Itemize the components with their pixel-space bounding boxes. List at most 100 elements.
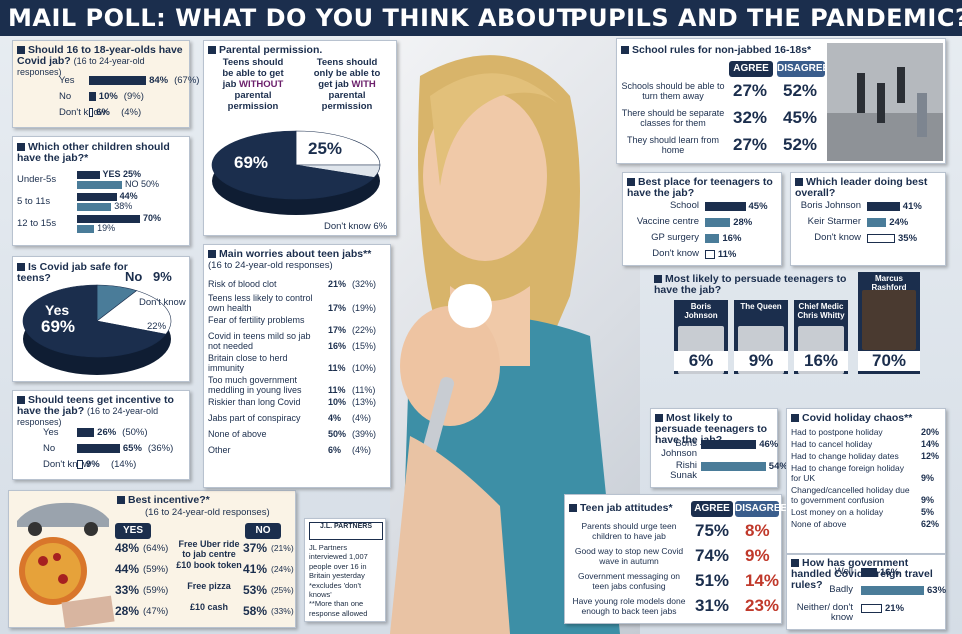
worries-sub: (16 to 24-year-old responses)	[208, 260, 333, 271]
permission-line: Teens should	[316, 57, 378, 68]
q16-title: Should 16 to 18-year-olds have Covid jab…	[17, 44, 183, 67]
car-pizza-money-icon	[17, 502, 115, 629]
previous-value: (9%)	[123, 91, 144, 102]
permission-line: permission	[321, 101, 373, 112]
worry-label: Teens less likely to control own health	[208, 293, 313, 313]
incentive-label: £10 cash	[189, 602, 229, 612]
panel-title: School rules for non-jabbed 16-18s*	[621, 45, 811, 56]
bar-mark	[867, 218, 887, 227]
no-value: NO 50%	[125, 179, 160, 189]
panel-holiday-chaos: Covid holiday chaos** Had to postpone ho…	[786, 408, 946, 554]
holiday-value: 9%	[921, 495, 935, 505]
person-photo	[862, 290, 916, 350]
agree-value: 32%	[733, 108, 768, 127]
worry-value: 16%	[328, 341, 347, 351]
safe-dk-label: Don't know	[139, 297, 186, 308]
yes-previous: (47%)	[143, 606, 169, 617]
bar-value: 16%	[880, 567, 900, 578]
bar-mark	[77, 444, 120, 453]
panel-title: Best place for teenagers to have the jab…	[627, 177, 781, 199]
bar-mark	[705, 250, 715, 259]
person-pct: 16%	[794, 351, 848, 371]
bar-value: 45%	[748, 201, 768, 212]
holiday-value: 62%	[921, 519, 940, 529]
safe-no-label: No	[125, 269, 143, 284]
yes-previous: (59%)	[143, 585, 169, 596]
yes-value: 44%	[119, 191, 138, 201]
place-title: Best place for teenagers to have the jab…	[627, 176, 773, 199]
worry-previous: (22%)	[352, 325, 377, 335]
methodology-line: people over 16 in	[309, 561, 367, 571]
worry-value: 11%	[328, 385, 346, 395]
row-label: Badly	[829, 584, 853, 595]
row-label: 5 to 11s	[17, 196, 51, 207]
person-card: The Queen 9%	[734, 300, 788, 374]
row-label: Vaccine centre	[636, 216, 699, 227]
row-label: GP surgery	[651, 232, 699, 243]
holiday-value: 9%	[921, 473, 935, 483]
panel-persuade-sunak: Most likely to persuade teenagers to hav…	[650, 408, 788, 488]
holiday-label: None of above	[791, 519, 847, 529]
pie-slice	[22, 284, 167, 358]
yes-previous: (64%)	[143, 543, 169, 554]
yes-value: YES 25%	[102, 169, 142, 179]
row-label: Neither/ don't know	[796, 602, 853, 623]
agree-header: AGREE	[691, 501, 733, 517]
person-card: Marcus Rashford 70%	[858, 272, 920, 374]
row-label: Don't know	[59, 107, 106, 118]
safe-pie-chart	[22, 284, 172, 375]
agree-value: 75%	[695, 521, 730, 540]
methodology-line: *excludes 'don't knows'	[309, 580, 362, 600]
title-left: MAIL POLL: WHAT DO YOU THINK ABOUT	[8, 4, 574, 32]
safe-yes-pct: 69%	[41, 317, 76, 336]
panel-title: Should 16 to 18-year-olds have Covid jab…	[17, 45, 189, 78]
row-label: Yes	[59, 75, 75, 86]
no-header: NO	[245, 523, 281, 539]
safe-yes-label: Yes	[45, 302, 70, 318]
agree-value: 27%	[733, 81, 768, 100]
person-pct: 6%	[674, 351, 728, 371]
row-label: Boris Johnson	[661, 438, 697, 459]
worry-previous: (4%)	[352, 445, 372, 455]
panel-title: Most likely to persuade teenagers to hav…	[655, 413, 777, 446]
worry-previous: (39%)	[352, 429, 377, 439]
pie-slice	[211, 130, 375, 200]
attitude-label: Government messaging on teen jabs confus…	[577, 571, 681, 591]
worry-value: 17%	[328, 303, 347, 313]
title-bar: MAIL POLL: WHAT DO YOU THINK ABOUT PUPIL…	[0, 0, 962, 36]
permission-line: jab	[222, 79, 240, 90]
no-bar	[77, 225, 95, 233]
disagree-value: 52%	[783, 135, 818, 154]
worry-label: Covid in teens mild so jab not needed	[208, 331, 311, 351]
permission-line: Teens should	[222, 57, 284, 68]
row-label: School	[669, 200, 699, 211]
bar-value: 46%	[759, 439, 779, 450]
agree-value: 51%	[695, 571, 730, 590]
yes-bar	[77, 171, 100, 179]
methodology-text: JL Partners interviewed 1,007 people over …	[309, 543, 385, 618]
worry-previous: (11%)	[352, 385, 376, 395]
row-label: Don't know	[43, 459, 90, 470]
bar-mark	[89, 76, 147, 85]
safe-dk-pct: 22%	[147, 321, 167, 332]
no-value: 38%	[114, 201, 133, 211]
bar-value: 28%	[733, 217, 753, 228]
pct-without: 69%	[234, 153, 269, 172]
panel-persuade-people: Most likely to persuade teenagers to hav…	[650, 272, 946, 402]
pie-slice	[295, 130, 381, 166]
methodology-line: **More than one	[309, 599, 364, 609]
worry-previous: (15%)	[352, 341, 377, 351]
holiday-label: Had to postpone holiday	[791, 427, 883, 437]
row-label: Don't know	[814, 232, 861, 243]
safe-no-pct: 9%	[153, 269, 172, 284]
holiday-label: Lost money on a holiday	[791, 507, 884, 517]
no-value: 37%	[243, 541, 268, 555]
yes-bar	[77, 215, 140, 223]
row-label: Don't know	[652, 248, 699, 259]
agree-value: 27%	[733, 135, 768, 154]
worry-label: Other	[208, 445, 231, 455]
holiday-value: 5%	[921, 507, 935, 517]
row-label: Yes	[43, 427, 59, 438]
person-name: Chief Medic Chris Whitty	[797, 302, 845, 320]
worry-previous: (32%)	[352, 279, 377, 289]
